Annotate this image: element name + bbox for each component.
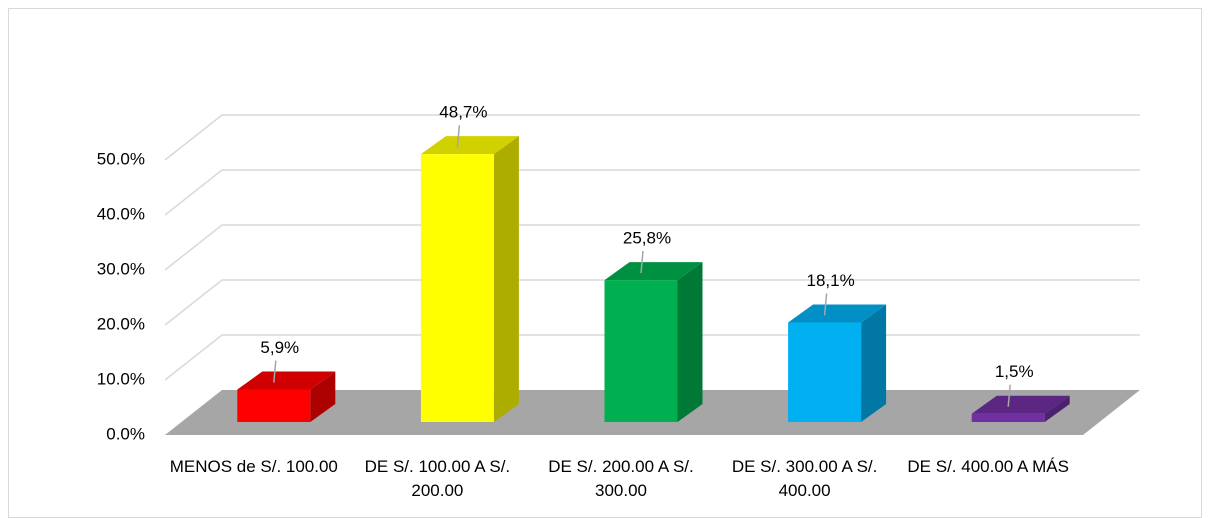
grid-line [164,279,1140,326]
bar-front [604,280,678,422]
grid-line [164,224,1140,271]
grid-line [164,114,1140,161]
bar [604,262,703,422]
x-tick-label: MENOS de S/. 100.00 [169,457,338,476]
bar-front [788,322,862,422]
y-tick-label: 30.0% [97,259,145,278]
leader-line [456,125,461,148]
leader-line [640,251,644,274]
bar-front [237,389,311,422]
bar [420,136,519,422]
bar-front [420,154,494,422]
bar-side [310,371,336,422]
leader-line [273,360,277,383]
y-tick-label: 0.0% [106,424,145,443]
bar [971,395,1070,422]
bar [788,304,887,422]
bar-front [971,413,1045,422]
x-tick-label: DE S/. 100.00 A S/. 200.00 [364,457,511,500]
x-tick-label: DE S/. 200.00 A S/. 300.00 [548,457,694,500]
bar-side [861,304,887,422]
bar-side [1044,395,1070,422]
leader-line [1007,384,1011,407]
bar [237,371,336,422]
bar-side [493,136,519,422]
bar-side [677,262,703,422]
bar-top [971,395,1070,414]
data-label: 18,1% [806,271,854,290]
x-tick-label: DE S/. 400.00 A MÁS [907,457,1069,476]
data-label: 25,8% [623,229,671,248]
y-tick-label: 20.0% [97,314,145,333]
x-tick-label: DE S/. 300.00 A S/. 400.00 [731,457,878,500]
bar-top [237,371,336,390]
bar-top [788,304,887,323]
bar-top [420,136,519,155]
y-tick-label: 10.0% [97,369,145,388]
leader-line [823,293,828,316]
y-tick-label: 50.0% [97,149,145,168]
y-tick-label: 40.0% [97,204,145,223]
data-label: 1,5% [995,362,1034,381]
bar-top [604,262,703,281]
grid-line [164,169,1140,216]
data-label: 5,9% [260,338,299,357]
data-label: 48,7% [439,103,487,122]
